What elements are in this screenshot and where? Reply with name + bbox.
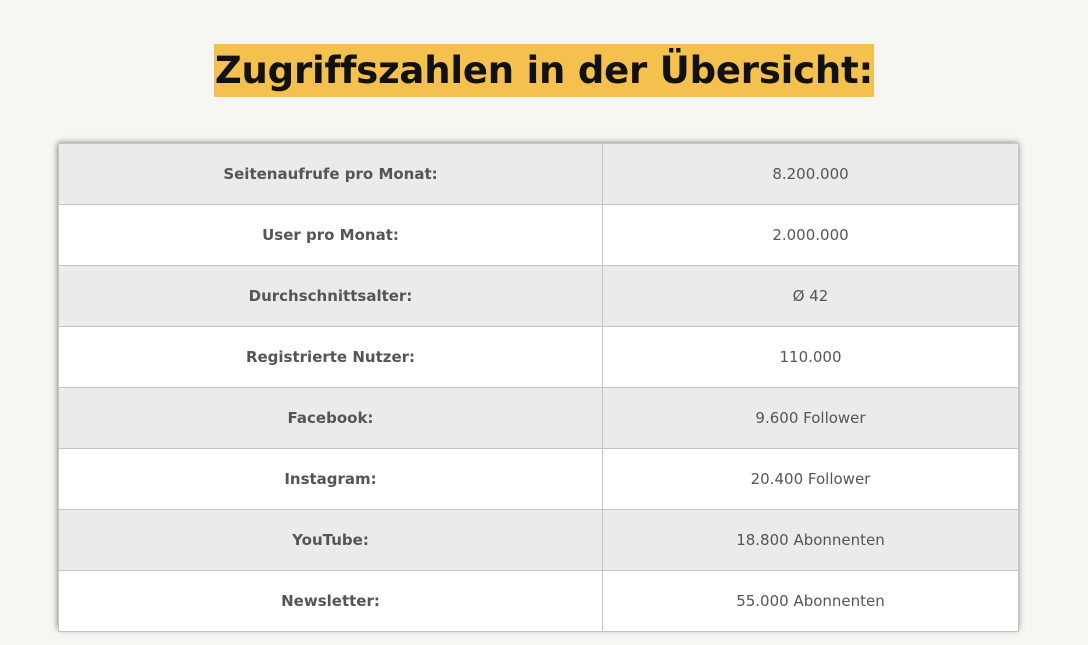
table-row-instagram: Instagram: 20.400 Follower xyxy=(58,448,1019,510)
row-value: 9.600 Follower xyxy=(602,387,1019,449)
row-value: 8.200.000 xyxy=(602,143,1019,205)
table-row-users: User pro Monat: 2.000.000 xyxy=(58,204,1019,266)
title-container: Zugriffszahlen in der Übersicht: xyxy=(0,44,1088,97)
row-value: 20.400 Follower xyxy=(602,448,1019,510)
row-label: Facebook: xyxy=(58,387,603,449)
table-row-page-views: Seitenaufrufe pro Monat: 8.200.000 xyxy=(58,143,1019,205)
table-row-newsletter: Newsletter: 55.000 Abonnenten xyxy=(58,570,1019,632)
row-value: 2.000.000 xyxy=(602,204,1019,266)
row-label: Newsletter: xyxy=(58,570,603,632)
table-row-youtube: YouTube: 18.800 Abonnenten xyxy=(58,509,1019,571)
row-label: User pro Monat: xyxy=(58,204,603,266)
row-label: YouTube: xyxy=(58,509,603,571)
row-label: Registrierte Nutzer: xyxy=(58,326,603,388)
row-label: Durchschnittsalter: xyxy=(58,265,603,327)
page-title: Zugriffszahlen in der Übersicht: xyxy=(213,44,875,97)
table-row-facebook: Facebook: 9.600 Follower xyxy=(58,387,1019,449)
row-value: 55.000 Abonnenten xyxy=(602,570,1019,632)
row-value: 110.000 xyxy=(602,326,1019,388)
row-label: Seitenaufrufe pro Monat: xyxy=(58,143,603,205)
stats-table-container: Seitenaufrufe pro Monat: 8.200.000 User … xyxy=(58,143,1019,632)
row-value: Ø 42 xyxy=(602,265,1019,327)
stats-table: Seitenaufrufe pro Monat: 8.200.000 User … xyxy=(58,143,1019,632)
table-row-average-age: Durchschnittsalter: Ø 42 xyxy=(58,265,1019,327)
row-value: 18.800 Abonnenten xyxy=(602,509,1019,571)
table-row-registered-users: Registrierte Nutzer: 110.000 xyxy=(58,326,1019,388)
row-label: Instagram: xyxy=(58,448,603,510)
